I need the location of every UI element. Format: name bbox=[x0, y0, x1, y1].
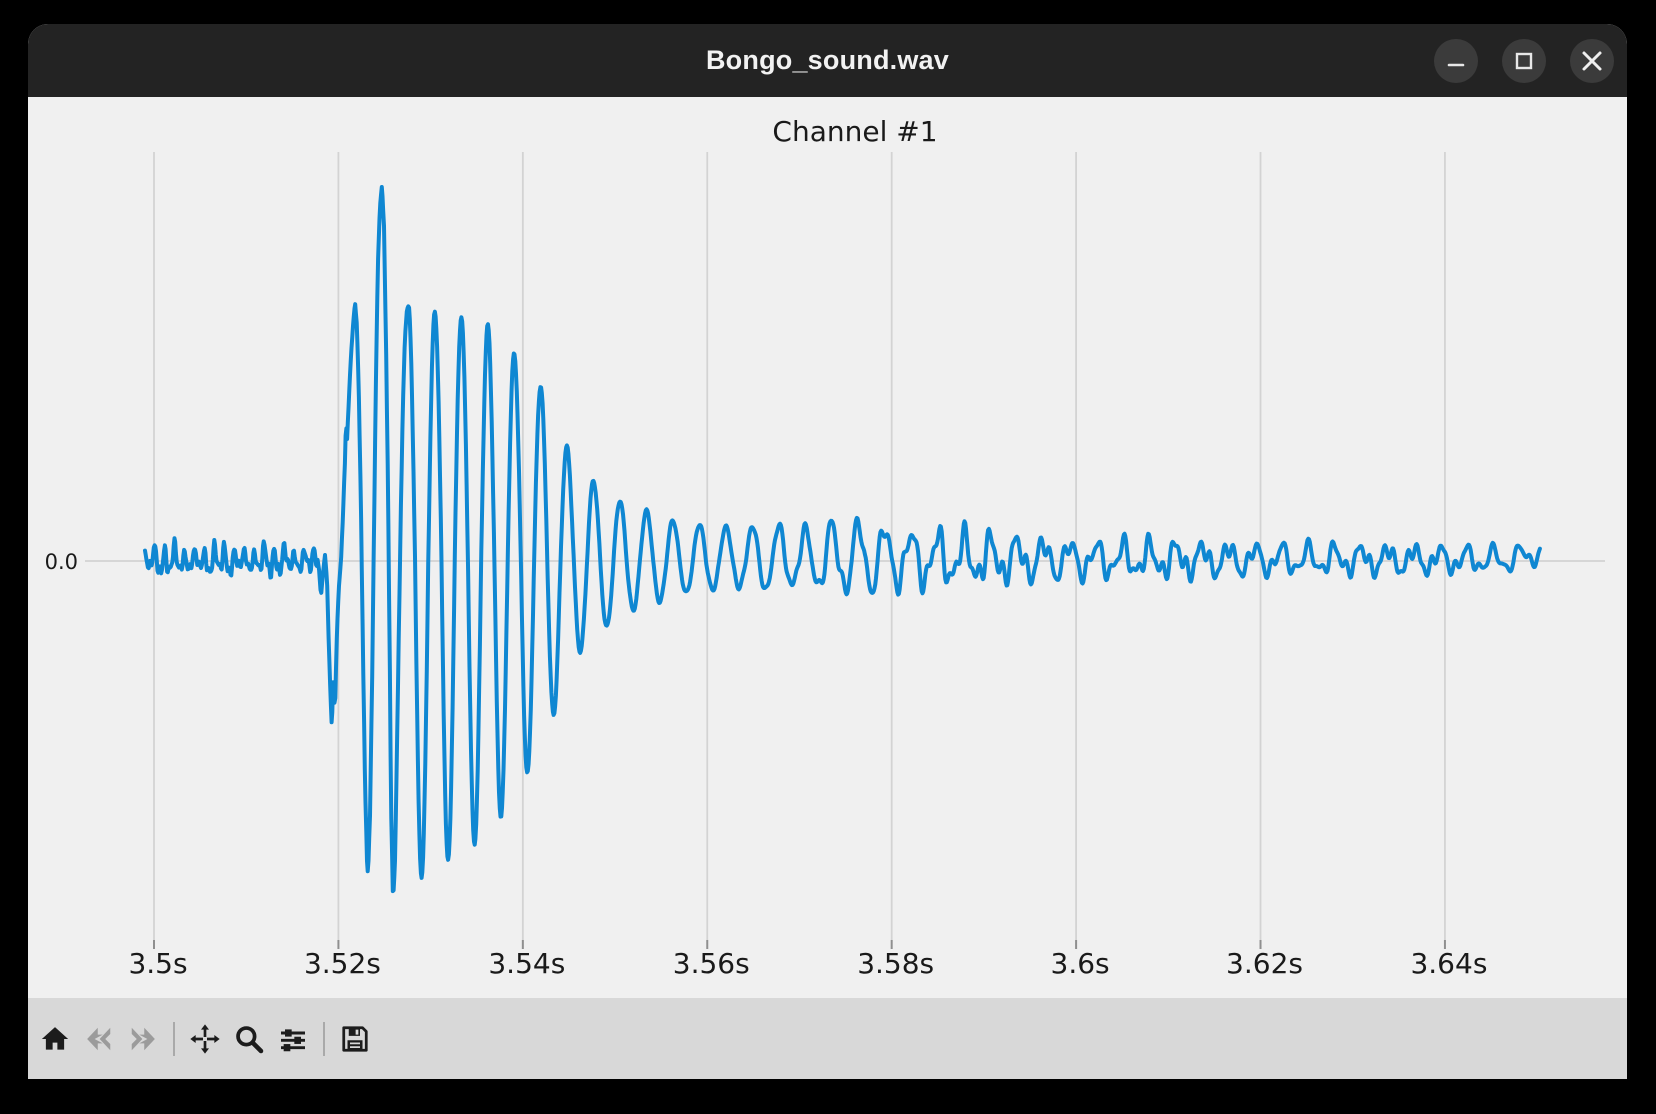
close-button[interactable] bbox=[1570, 38, 1614, 83]
back-arrow-icon bbox=[87, 1027, 111, 1050]
x-tick-label: 3.58s bbox=[857, 947, 934, 980]
minimize-icon bbox=[1447, 63, 1465, 66]
x-tick-label: 3.62s bbox=[1226, 947, 1303, 980]
plot-title: Channel #1 bbox=[772, 115, 937, 148]
toolbar-separator bbox=[323, 1021, 325, 1056]
plot-gridlines bbox=[85, 152, 1605, 940]
y-tick-label: 0.0 bbox=[45, 550, 78, 574]
x-tick-label: 3.54s bbox=[488, 947, 565, 980]
forward-button[interactable] bbox=[124, 1017, 162, 1061]
x-tick-label: 3.52s bbox=[304, 947, 381, 980]
x-tick-label: 3.6s bbox=[1051, 947, 1110, 980]
maximize-icon bbox=[1515, 52, 1533, 69]
navigation-toolbar bbox=[28, 998, 1627, 1079]
x-tick-label: 3.64s bbox=[1410, 947, 1487, 980]
configure-subplots-icon bbox=[281, 1028, 305, 1051]
zoom-icon bbox=[236, 1025, 264, 1053]
toolbar-separator bbox=[173, 1021, 175, 1056]
forward-arrow-icon bbox=[131, 1027, 155, 1050]
close-icon bbox=[1582, 51, 1602, 70]
configure-subplots-button[interactable] bbox=[274, 1017, 312, 1061]
home-icon bbox=[41, 1026, 69, 1050]
plot-tick-marks bbox=[153, 940, 1446, 949]
window-title: Bongo_sound.wav bbox=[705, 45, 949, 75]
save-button[interactable] bbox=[336, 1017, 374, 1061]
app-window: Bongo_sound.wav bbox=[28, 24, 1627, 1079]
y-axis-tick-labels: 0.0 bbox=[45, 550, 78, 574]
minimize-button[interactable] bbox=[1434, 38, 1478, 83]
window-controls bbox=[1434, 24, 1614, 97]
pan-icon bbox=[190, 1023, 220, 1054]
x-tick-label: 3.56s bbox=[673, 947, 750, 980]
home-button[interactable] bbox=[36, 1017, 74, 1061]
pan-button[interactable] bbox=[186, 1017, 224, 1061]
maximize-button[interactable] bbox=[1502, 38, 1546, 83]
x-axis-tick-labels: 3.5s 3.52s 3.54s 3.56s 3.58s 3.6s 3.62s 3.64s bbox=[128, 947, 1487, 980]
back-button[interactable] bbox=[80, 1017, 118, 1061]
window-titlebar[interactable]: Bongo_sound.wav bbox=[28, 24, 1627, 97]
save-icon bbox=[342, 1025, 368, 1052]
plot-canvas[interactable]: Channel #1 3.5s 3.52s 3.54s 3.56s 3.58s 3.6s 3… bbox=[28, 97, 1627, 998]
x-tick-label: 3.5s bbox=[128, 947, 187, 980]
waveform-line bbox=[143, 185, 1542, 894]
zoom-button[interactable] bbox=[230, 1017, 268, 1061]
